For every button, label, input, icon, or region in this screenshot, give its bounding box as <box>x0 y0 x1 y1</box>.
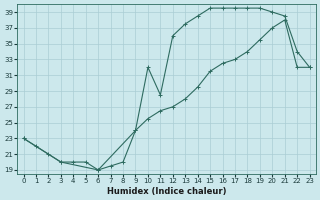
X-axis label: Humidex (Indice chaleur): Humidex (Indice chaleur) <box>107 187 226 196</box>
